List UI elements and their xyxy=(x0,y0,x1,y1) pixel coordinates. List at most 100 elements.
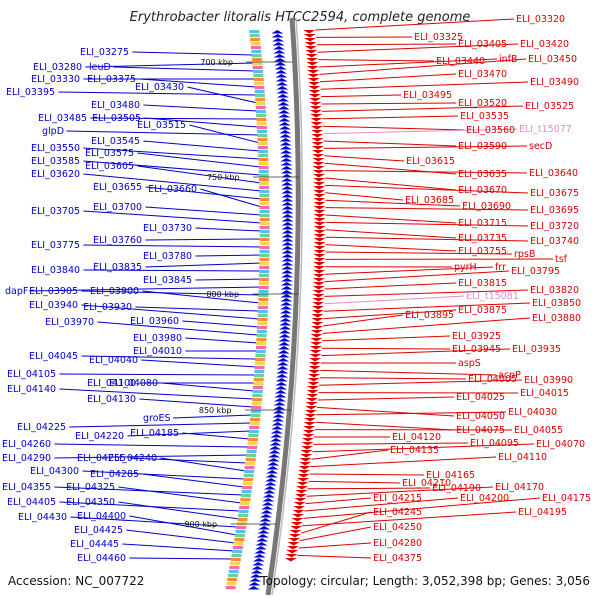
gene-block xyxy=(259,222,270,226)
gene-label-left: ELI_03485 xyxy=(38,113,87,124)
leader-line-right xyxy=(325,229,457,239)
gene-arrow-right xyxy=(298,466,311,470)
gene-arrow-right xyxy=(288,534,301,538)
gene-arrow-right xyxy=(312,306,325,310)
gene-arrow-left xyxy=(277,102,290,106)
gene-block xyxy=(254,94,265,98)
leader-line-right xyxy=(324,155,405,162)
leader-line-right xyxy=(325,214,457,224)
gene-arrow-left xyxy=(269,446,282,450)
gene-label-right: ELI_04210 xyxy=(402,478,451,489)
gene-label-right: ELI_04250 xyxy=(373,522,422,533)
gene-block xyxy=(251,398,262,402)
gene-arrow-right xyxy=(313,202,326,206)
leader-line-right xyxy=(323,314,404,327)
gene-label-right: ELI_03325 xyxy=(414,32,463,43)
gene-label-left: ELI_04260 xyxy=(2,439,51,450)
leader-line-right xyxy=(302,511,517,527)
leader-line-left xyxy=(182,320,260,328)
gene-arrow-right xyxy=(304,46,317,50)
gene-arrow-right xyxy=(311,146,324,150)
gene-block xyxy=(254,362,265,366)
gene-arrow-left xyxy=(281,234,294,238)
gene-label-left: ELI_03620 xyxy=(31,169,80,180)
gene-arrow-right xyxy=(290,526,303,530)
left-gene-labels: ELI_03275 ELI_03280 leuD ELI_03330 ELI_03375… xyxy=(2,47,197,564)
gene-arrow-left xyxy=(275,378,288,382)
gene-block xyxy=(257,138,268,142)
leader-line-left xyxy=(129,515,237,536)
gene-arrow-right xyxy=(305,50,318,54)
leader-line-left xyxy=(143,104,259,112)
gene-arrow-left xyxy=(281,226,294,230)
leader-line-right xyxy=(298,542,372,549)
gene-arrow-right xyxy=(311,142,324,146)
gene-label-left: ELI_03395 xyxy=(6,87,55,98)
gene-label-right: ELI_04050 xyxy=(456,411,505,422)
gene-block xyxy=(237,518,248,522)
gene-block xyxy=(230,562,241,566)
gene-arrow-left xyxy=(266,466,279,470)
gene-arrow-left xyxy=(281,194,294,198)
gene-label-right: frr xyxy=(495,262,506,273)
leader-line-right xyxy=(315,18,515,31)
leader-line-left xyxy=(200,188,262,208)
gene-arrow-left xyxy=(273,50,286,54)
gene-block xyxy=(259,206,270,210)
gene-arrow-left xyxy=(277,350,290,354)
gene-label-right: ELI_04005 xyxy=(468,374,517,385)
gene-block xyxy=(255,110,266,114)
gene-label-left: ELI_04185 xyxy=(130,428,179,439)
leader-line-right xyxy=(324,270,510,283)
gene-label-right: ELI_03685 xyxy=(405,195,454,206)
gene-arrow-right xyxy=(306,390,319,394)
gene-arrow-left xyxy=(281,182,294,186)
gene-arrow-right xyxy=(307,78,320,82)
gene-label-right: ELI_03635 xyxy=(458,169,507,180)
gene-block xyxy=(257,318,268,322)
gene-arrow-left xyxy=(253,554,266,558)
gene-arrow-left xyxy=(275,74,288,78)
scale-marks: 700 kbp 750 kbp 800 kbp 850 kbp 900 kbp xyxy=(184,58,299,529)
leader-line-right xyxy=(325,236,529,242)
gene-arrow-right xyxy=(313,250,326,254)
gene-arrow-left xyxy=(279,130,292,134)
gene-arrow-right xyxy=(301,446,314,450)
gene-arrow-left xyxy=(281,210,294,214)
gene-block xyxy=(251,50,262,54)
leader-line-right xyxy=(319,377,467,380)
gene-arrow-left xyxy=(272,414,285,418)
gene-label-right: ELI_03470 xyxy=(458,69,507,80)
gene-arrow-left xyxy=(281,258,294,262)
gene-arrow-right xyxy=(294,498,307,502)
leader-line-left xyxy=(122,543,235,552)
gene-block xyxy=(259,194,270,198)
leader-line-right xyxy=(325,199,461,207)
gene-label-left: ELI_04285 xyxy=(90,469,139,480)
gene-arrow-left xyxy=(281,270,294,274)
gene-label-left: ELI_04140 xyxy=(7,384,56,395)
gene-block xyxy=(259,210,270,214)
leader-line-right xyxy=(316,411,507,416)
gene-label-left: ELI_04100 xyxy=(87,378,136,389)
gene-label-left: ELI_04350 xyxy=(66,497,115,508)
gene-arrow-left xyxy=(280,158,293,162)
gene-arrow-left xyxy=(278,334,291,338)
gene-arrow-left xyxy=(276,94,289,98)
gene-label-right: ELI_03670 xyxy=(458,185,507,196)
gene-label-left: ELI_04290 xyxy=(2,453,51,464)
leader-line-right xyxy=(317,396,455,401)
gene-arrow-right xyxy=(313,246,326,250)
leader-line-left xyxy=(70,516,239,528)
gene-label-right: ELI_04165 xyxy=(426,470,475,481)
gene-arrow-left xyxy=(280,306,293,310)
gene-block xyxy=(259,226,270,230)
gene-block xyxy=(252,58,263,62)
gene-arrow-left xyxy=(272,410,285,414)
gene-arrow-right xyxy=(304,410,317,414)
gene-arrow-left xyxy=(277,358,290,362)
leader-line-left xyxy=(118,501,240,520)
leader-line-left xyxy=(82,470,245,480)
gene-arrow-right xyxy=(313,186,326,190)
